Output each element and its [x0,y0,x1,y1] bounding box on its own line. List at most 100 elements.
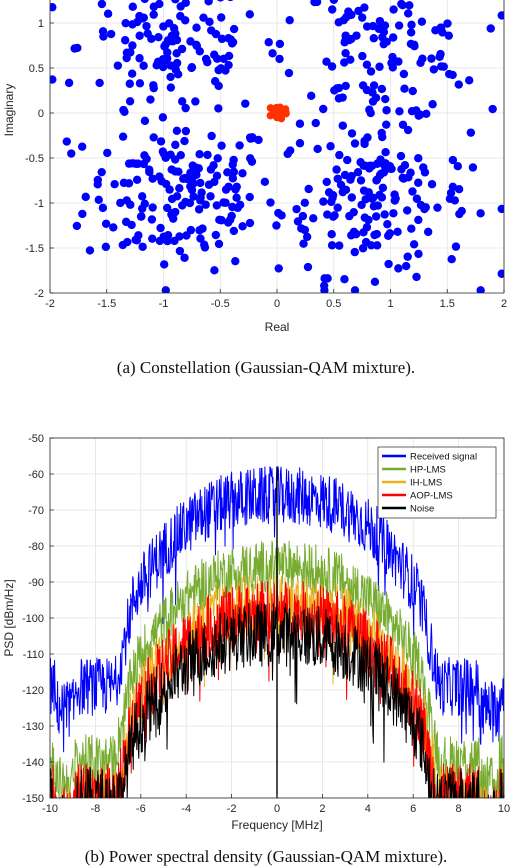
constellation-point [412,194,422,203]
constellation-point [172,49,181,58]
constellation-point [163,48,172,57]
constellation-point [382,120,391,129]
constellation-point [341,48,350,58]
constellation-point [264,38,273,47]
constellation-point [195,47,205,56]
constellation-point [101,242,111,252]
constellation-point [340,38,349,47]
constellation-point [135,79,145,88]
constellation-point [137,192,147,201]
constellation-point [466,128,476,137]
constellation-point [403,125,413,135]
constellation-point [135,31,144,40]
constellation-point [388,52,397,62]
constellation-point [260,177,270,187]
constellation-point [166,150,175,159]
psd-x-tick-label: -6 [136,803,146,815]
constellation-point [372,175,382,184]
constellation-point [400,161,410,170]
constellation-point [145,167,154,177]
constellation-point [476,209,485,218]
constellation-y-tick-label: -2 [34,288,44,300]
constellation-y-tick-label: 0 [38,108,44,120]
psd-legend-label: Received signal [410,452,477,463]
constellation-point [121,18,130,28]
constellation-point [228,160,237,169]
constellation-point [211,230,221,240]
constellation-point [197,188,206,197]
constellation-point [371,212,381,221]
constellation-point [147,34,156,44]
constellation-point [224,218,233,227]
constellation-point [77,142,87,151]
constellation-point [78,209,87,219]
constellation-point [486,24,495,33]
psd-x-tick-label: 8 [456,803,462,815]
constellation-point [350,286,360,293]
constellation-point [363,133,372,142]
constellation-point [182,231,191,240]
constellation-point [174,167,183,176]
constellation-point [198,224,207,233]
constellation-point [323,210,332,219]
constellation-point [414,215,423,225]
constellation-point [340,58,349,67]
constellation-point [192,23,201,32]
psd-x-tick-label: -4 [181,803,191,815]
psd-caption: (b) Power spectral density (Gaussian-QAM… [85,847,448,866]
constellation-point [205,17,214,27]
constellation-point [368,97,378,106]
constellation-point [454,185,464,194]
constellation-point [358,244,368,253]
constellation-point [488,104,497,114]
constellation-point [98,27,108,36]
constellation-point [418,54,427,63]
constellation-point [187,63,196,73]
constellation-y-tick-label: 0.5 [29,63,44,75]
constellation-point [215,215,224,225]
constellation-point [454,80,463,89]
constellation-point [417,17,427,26]
constellation-point [149,133,158,142]
constellation-point [400,84,409,93]
constellation-point [347,193,357,202]
constellation-point [378,183,388,192]
constellation-point [149,10,158,19]
constellation-point [125,97,135,106]
constellation-point [446,188,456,198]
constellation-point [350,139,360,148]
constellation-point [375,62,384,71]
constellation-point [161,40,170,49]
constellation-point [398,120,408,129]
constellation-point [361,195,370,204]
constellation-point [214,239,224,249]
psd-y-tick-label: -80 [28,541,44,553]
constellation-point [326,142,335,151]
constellation-point [389,5,398,14]
constellation-point [349,207,358,217]
constellation-x-label: Real [265,320,290,334]
constellation-point [453,161,462,171]
constellation-point [186,182,195,191]
constellation-point [370,277,380,286]
psd-y-tick-label: -130 [22,721,44,733]
constellation-point [169,214,178,223]
constellation-point [419,163,428,172]
constellation-point [128,20,137,29]
constellation-point [366,67,376,76]
constellation-point [327,230,336,239]
constellation-point [149,83,158,93]
constellation-point [125,79,135,88]
constellation-point [140,0,149,4]
constellation-point [166,83,176,92]
constellation-point [364,188,374,197]
constellation-point [172,126,182,136]
constellation-point [409,240,419,249]
constellation-point [62,137,71,146]
constellation-point [93,175,103,185]
constellation-point [327,62,337,71]
constellation-point [180,253,189,262]
constellation-point [336,180,346,190]
constellation-point [403,252,412,261]
constellation-x-tick-label: 0 [274,298,280,310]
